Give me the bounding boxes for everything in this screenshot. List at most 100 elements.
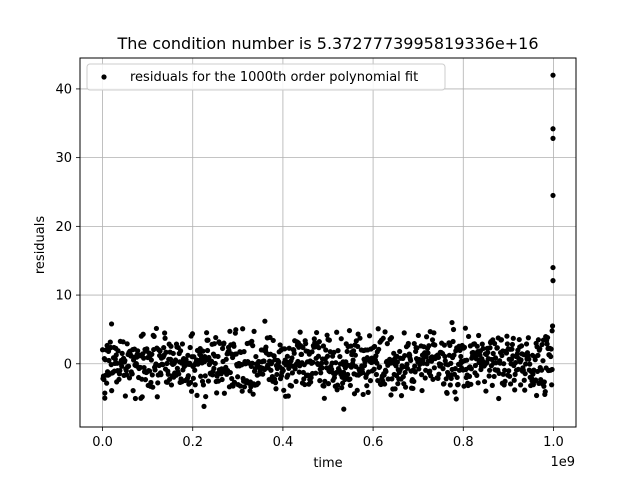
x-axis-offset-label: 1e9 xyxy=(550,455,575,470)
legend-entry: residuals for the 1000th order polynomia… xyxy=(130,70,418,85)
data-point xyxy=(492,355,499,361)
data-point xyxy=(239,388,245,394)
data-point xyxy=(450,326,457,333)
y-tick-label: 30 xyxy=(55,151,72,166)
data-point xyxy=(516,336,522,343)
data-point xyxy=(544,341,550,347)
data-point xyxy=(521,377,527,383)
data-point xyxy=(192,382,198,388)
y-tick-label: 20 xyxy=(55,220,72,235)
data-point xyxy=(221,390,227,396)
data-point xyxy=(474,343,480,349)
data-point xyxy=(334,382,341,388)
data-point xyxy=(337,353,343,360)
data-point xyxy=(295,358,301,365)
data-point xyxy=(153,325,159,332)
data-point xyxy=(192,367,198,373)
data-point xyxy=(404,365,411,371)
data-point xyxy=(325,381,332,387)
data-point xyxy=(465,333,472,340)
y-tick-label: 0 xyxy=(64,357,72,372)
data-point xyxy=(321,383,327,389)
data-point xyxy=(233,327,239,333)
data-point xyxy=(355,331,361,337)
data-point xyxy=(154,394,160,400)
data-point xyxy=(200,382,207,388)
data-point xyxy=(240,326,246,332)
data-point xyxy=(203,393,209,400)
data-point xyxy=(357,335,363,341)
data-point xyxy=(496,395,502,402)
data-point xyxy=(122,393,128,399)
data-point xyxy=(512,371,518,377)
data-point xyxy=(102,390,108,396)
data-point xyxy=(320,343,327,349)
data-point xyxy=(410,385,416,392)
data-point xyxy=(261,358,267,364)
data-point xyxy=(535,352,541,358)
data-point xyxy=(375,326,381,332)
data-point xyxy=(187,344,193,351)
outlier-point xyxy=(550,126,556,132)
data-point xyxy=(453,396,459,402)
data-point xyxy=(194,392,200,398)
data-point xyxy=(114,360,120,366)
data-point xyxy=(355,343,361,350)
x-axis-label: time xyxy=(313,456,342,471)
data-point xyxy=(389,376,395,382)
data-point xyxy=(213,334,219,341)
data-point xyxy=(479,341,485,347)
data-point xyxy=(442,353,448,360)
data-point xyxy=(423,367,429,373)
data-point xyxy=(494,345,500,351)
data-point xyxy=(432,342,438,348)
data-point xyxy=(367,378,374,384)
data-point xyxy=(151,333,157,339)
data-point xyxy=(274,371,280,378)
data-point xyxy=(541,383,547,389)
data-point xyxy=(504,333,510,339)
data-point xyxy=(117,367,123,374)
data-point xyxy=(113,352,119,358)
data-point xyxy=(534,368,541,375)
data-point xyxy=(425,350,431,356)
data-point xyxy=(373,371,379,378)
data-point xyxy=(247,388,253,394)
data-point xyxy=(319,360,325,366)
data-point xyxy=(273,386,279,392)
x-axis: 0.0 0.2 0.4 0.6 0.8 1.0 xyxy=(92,427,564,450)
data-point xyxy=(219,376,225,383)
data-point xyxy=(289,355,295,361)
data-point xyxy=(454,374,460,381)
data-point xyxy=(542,389,548,395)
data-points xyxy=(99,72,556,412)
data-point xyxy=(162,330,168,336)
data-point xyxy=(333,360,339,366)
data-point xyxy=(388,392,394,398)
data-point xyxy=(158,372,164,378)
data-point xyxy=(298,351,305,357)
data-point xyxy=(426,343,432,349)
data-point xyxy=(429,358,435,364)
data-point xyxy=(501,361,507,367)
data-point xyxy=(402,369,408,376)
data-point xyxy=(450,338,456,345)
data-point xyxy=(211,341,217,347)
data-point xyxy=(198,373,204,379)
data-point xyxy=(188,379,194,386)
data-point xyxy=(548,346,554,352)
outlier-point xyxy=(550,278,556,284)
data-point xyxy=(308,375,314,381)
data-point xyxy=(149,351,155,357)
data-point xyxy=(188,388,195,394)
data-point xyxy=(444,390,450,396)
data-point xyxy=(461,344,468,350)
data-point xyxy=(385,376,391,382)
data-point xyxy=(329,366,335,372)
data-point xyxy=(491,373,497,380)
data-point xyxy=(435,354,442,361)
data-point xyxy=(400,374,406,380)
data-point xyxy=(345,371,351,378)
data-point xyxy=(530,371,536,377)
